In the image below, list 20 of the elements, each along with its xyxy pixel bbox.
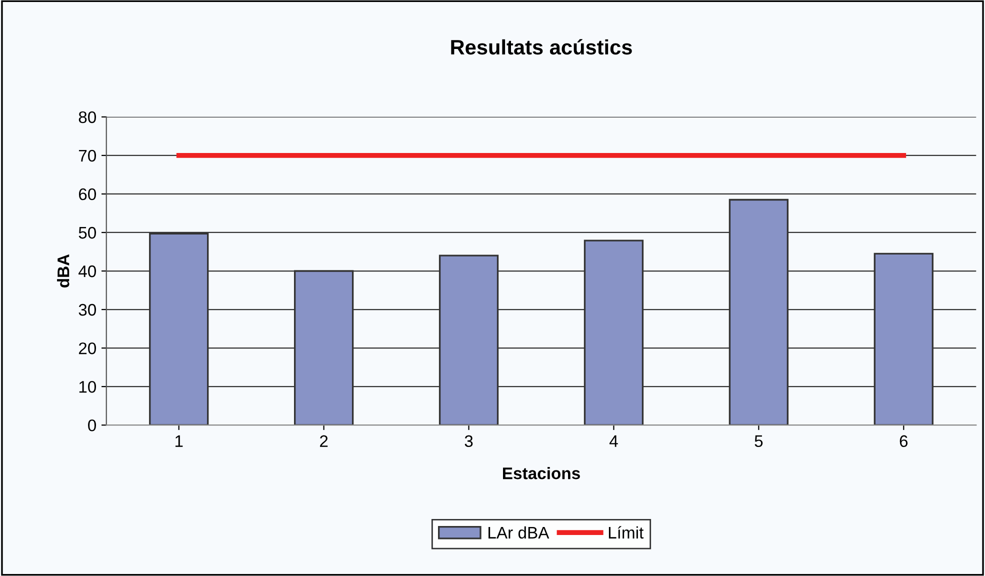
x-tick-label: 6 <box>900 435 908 448</box>
y-tick-label: 80 <box>78 111 96 124</box>
y-tick-label: 0 <box>88 419 96 432</box>
x-tick-label: 4 <box>609 435 618 447</box>
y-tick-label: 20 <box>78 342 96 354</box>
legend-label: LAr dBA <box>488 526 550 539</box>
y-tick-label: 30 <box>78 304 96 316</box>
x-tick-label: 3 <box>464 435 473 448</box>
legend-label: Límit <box>608 526 644 539</box>
x-tick-label: 2 <box>320 435 328 447</box>
y-tick-label: 50 <box>78 226 96 239</box>
y-tick-label: 70 <box>78 150 96 162</box>
x-tick-label: 5 <box>754 435 763 448</box>
y-axis-title: dBA <box>57 254 70 288</box>
x-tick-label: 1 <box>175 435 183 447</box>
y-tick-label: 60 <box>78 188 96 200</box>
x-axis-title: Estacions <box>503 467 580 480</box>
chart-title: Resultats acústics <box>451 39 632 55</box>
y-tick-label: 10 <box>79 380 96 393</box>
y-tick-label: 40 <box>78 265 96 278</box>
